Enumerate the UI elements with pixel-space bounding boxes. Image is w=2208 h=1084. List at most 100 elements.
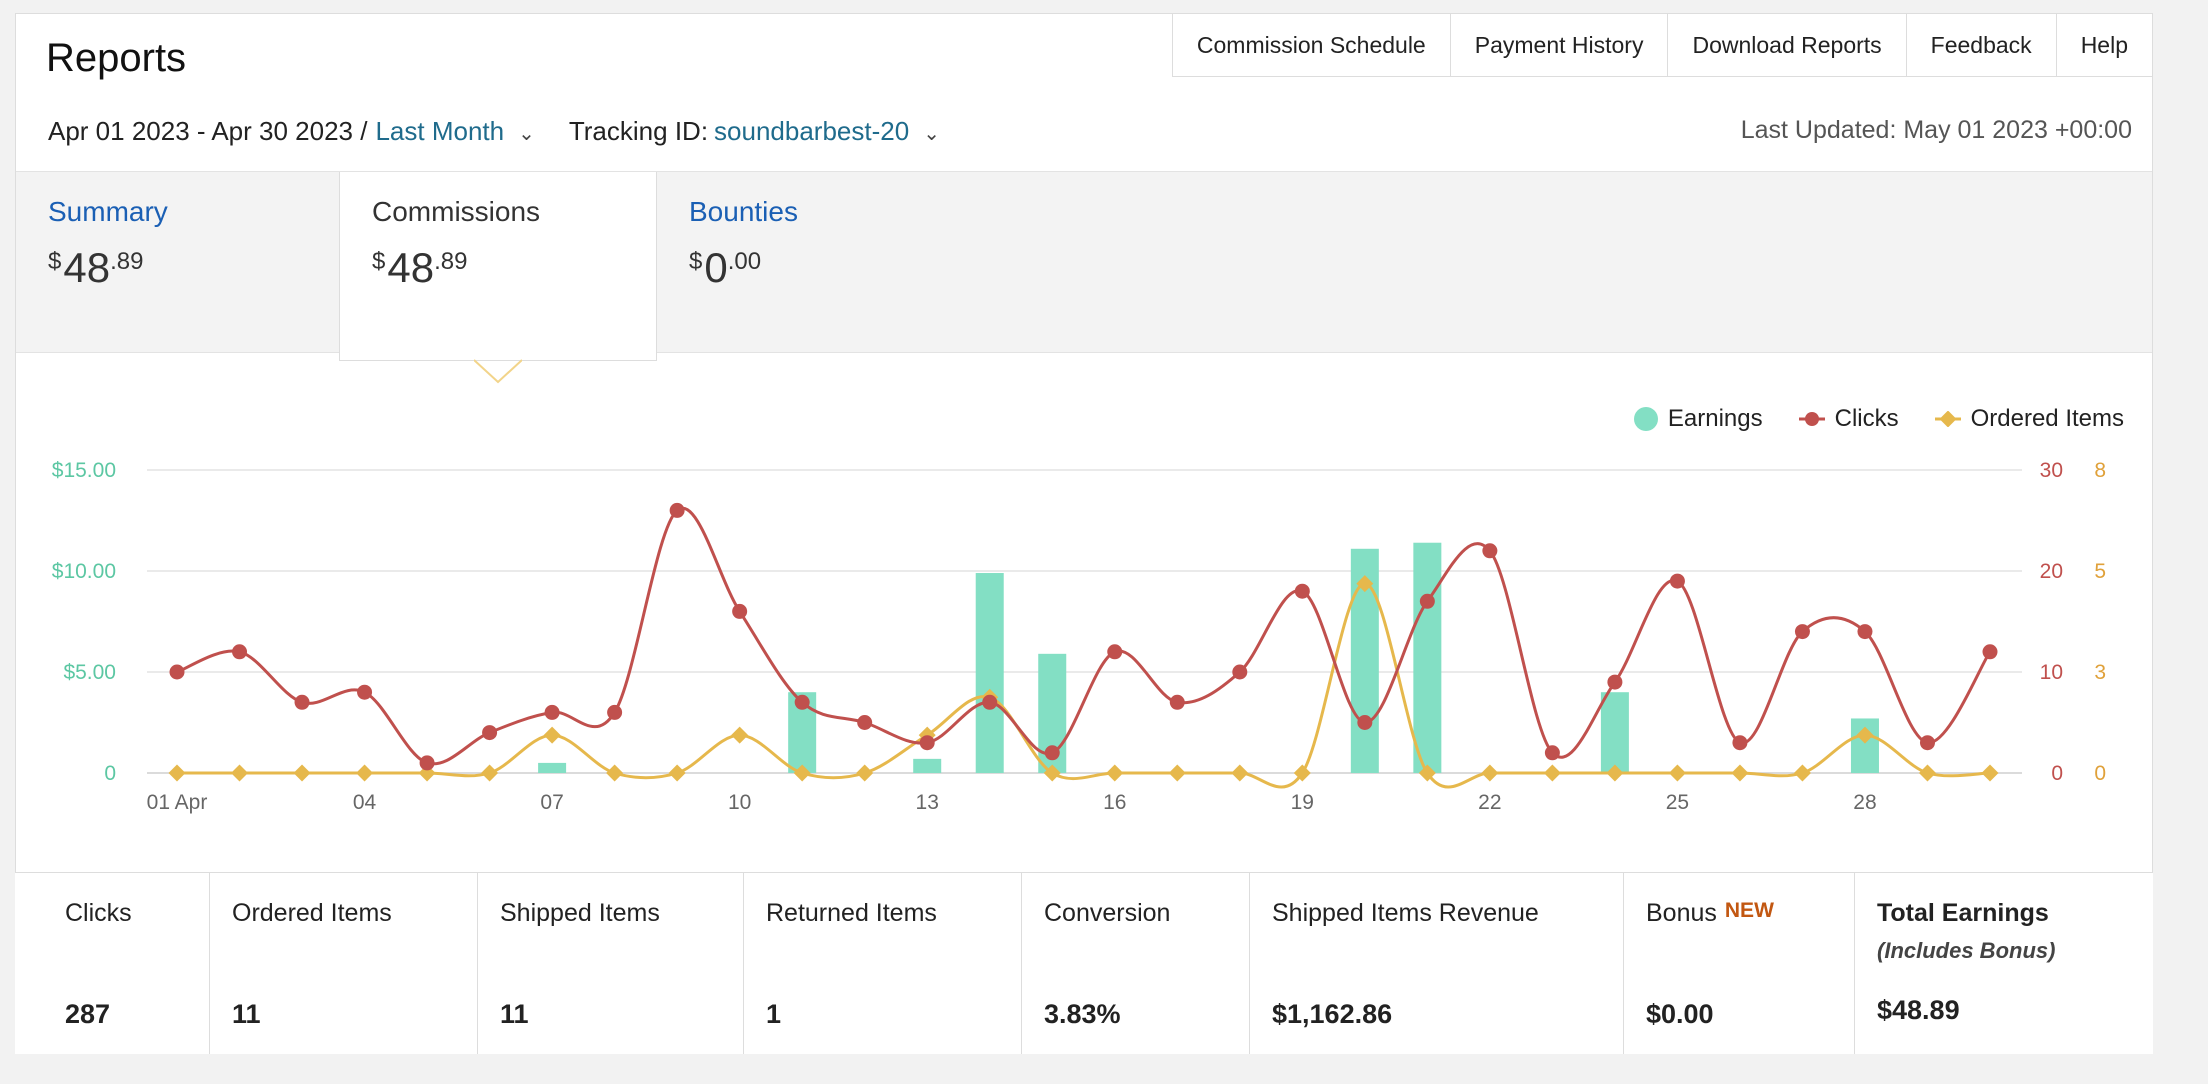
stat-bonus: Bonus NEW $0.00	[1623, 873, 1854, 1054]
tab-summary[interactable]: Summary $48.89	[16, 172, 339, 352]
ordered-items-point	[1356, 575, 1374, 593]
ordered-items-point	[1293, 764, 1311, 782]
clicks-point	[1919, 735, 1935, 751]
clicks-point	[1482, 543, 1498, 559]
earnings-bar	[913, 758, 942, 773]
earnings-bar	[975, 573, 1004, 773]
new-badge: NEW	[1724, 899, 1774, 922]
x-tick-label: 13	[916, 791, 939, 814]
clicks-point	[419, 755, 435, 771]
stat-shipped-revenue: Shipped Items Revenue $1,162.86	[1249, 873, 1623, 1054]
clicks-point	[732, 603, 748, 619]
y-tick-label-clicks: 20	[2040, 560, 2063, 583]
tab-amount: $48.89	[372, 244, 468, 291]
x-tick-label: 28	[1853, 791, 1876, 814]
legend-ordered-items[interactable]: Ordered Items	[1934, 405, 2124, 433]
ordered-items-point	[606, 764, 624, 782]
clicks-point	[1357, 715, 1373, 730]
ordered-items-point	[481, 764, 499, 782]
date-range: Apr 01 2023 - Apr 30 2023 /	[48, 116, 368, 146]
chevron-down-icon[interactable]: ⌄	[518, 123, 535, 145]
ordered-items-point	[1668, 764, 1686, 782]
feedback-button[interactable]: Feedback	[1905, 14, 2056, 76]
clicks-point	[1982, 644, 1998, 660]
x-tick-label: 16	[1103, 791, 1126, 814]
y-tick-label-earnings: $15.00	[52, 459, 116, 482]
tab-label: Summary	[48, 196, 168, 227]
x-tick-label: 07	[540, 791, 563, 814]
clicks-line	[176, 506, 1992, 766]
clicks-point	[919, 735, 935, 751]
ordered-items-point	[168, 764, 186, 782]
clicks-point	[982, 694, 998, 710]
x-tick-label: 25	[1666, 791, 1689, 814]
clicks-point	[1044, 745, 1060, 761]
ordered-items-point	[231, 764, 249, 782]
tab-label: Bounties	[689, 196, 798, 227]
stat-ordered-items: Ordered Items 11	[209, 873, 477, 1054]
clicks-point	[357, 684, 373, 700]
tab-commissions[interactable]: Commissions $48.89	[339, 172, 657, 361]
y-tick-label-items: 5	[2094, 560, 2106, 583]
ordered-items-point	[1793, 764, 1811, 782]
tracking-label: Tracking ID:	[568, 116, 709, 146]
ordered-items-point	[1106, 764, 1124, 782]
x-tick-label: 19	[1291, 791, 1314, 814]
tab-amount: $48.89	[48, 244, 144, 291]
legend-earnings[interactable]: Earnings	[1633, 405, 1763, 433]
clicks-point	[1857, 624, 1873, 640]
ordered-items-point	[668, 764, 686, 782]
clicks-point	[857, 715, 873, 730]
filter-row: Apr 01 2023 - Apr 30 2023 / Last Month ⌄…	[48, 116, 974, 147]
clicks-point	[544, 704, 560, 720]
tracking-id-dropdown[interactable]: soundbarbest-20	[714, 116, 910, 146]
download-reports-button[interactable]: Download Reports	[1667, 14, 1905, 76]
clicks-point	[1419, 593, 1435, 609]
clicks-point	[1607, 674, 1623, 690]
ordered-items-point	[1731, 764, 1749, 782]
ordered-items-point	[1418, 764, 1436, 782]
commission-schedule-button[interactable]: Commission Schedule	[1196, 31, 1426, 58]
x-tick-label: 10	[728, 791, 751, 814]
legend-clicks[interactable]: Clicks	[1798, 405, 1899, 433]
period-dropdown[interactable]: Last Month	[375, 116, 505, 146]
clicks-point	[607, 704, 623, 720]
ordered-items-point	[293, 764, 311, 782]
y-tick-label-items: 3	[2094, 661, 2106, 684]
ordered-items-point	[1856, 726, 1874, 744]
clicks-point	[669, 502, 685, 518]
ordered-items-point	[1981, 764, 1999, 782]
ordered-items-point	[1168, 764, 1186, 782]
ordered-items-point	[793, 764, 811, 782]
clicks-point	[1794, 624, 1810, 640]
clicks-point	[1232, 664, 1248, 680]
active-tab-pointer	[474, 359, 522, 384]
ordered-items-point	[1231, 764, 1249, 782]
ordered-items-point	[1543, 764, 1561, 782]
chevron-down-icon[interactable]: ⌄	[923, 123, 940, 145]
x-tick-label: 01 Apr	[147, 791, 208, 814]
earnings-bar	[1413, 542, 1442, 773]
ordered-items-point	[543, 726, 561, 744]
payment-history-button[interactable]: Payment History	[1449, 14, 1668, 76]
clicks-point	[1732, 735, 1748, 751]
report-tabs: Summary $48.89 Commissions $48.89 Bounti…	[16, 171, 2152, 361]
clicks-point	[294, 694, 310, 710]
stat-total-earnings: Total Earnings (Includes Bonus) $48.89	[1854, 873, 2153, 1054]
y-tick-label-earnings: $5.00	[63, 661, 116, 684]
tab-label: Commissions	[372, 196, 541, 227]
x-tick-label: 22	[1478, 791, 1501, 814]
clicks-point	[1669, 573, 1685, 589]
ordered-items-point	[1918, 764, 1936, 782]
y-tick-label-earnings: $10.00	[52, 560, 116, 583]
last-updated: Last Updated: May 01 2023 +00:00	[1740, 116, 2132, 144]
ordered-items-line	[177, 582, 1991, 789]
stats-row: Clicks 287 Ordered Items 11 Shipped Item…	[15, 872, 2153, 1054]
y-tick-label-items: 0	[2094, 762, 2106, 785]
clicks-point	[1169, 694, 1185, 710]
tab-bounties[interactable]: Bounties $0.00	[657, 172, 995, 352]
x-tick-label: 04	[353, 791, 377, 814]
clicks-point	[232, 644, 248, 660]
help-button[interactable]: Help	[2055, 14, 2152, 76]
clicks-point	[1107, 644, 1123, 660]
